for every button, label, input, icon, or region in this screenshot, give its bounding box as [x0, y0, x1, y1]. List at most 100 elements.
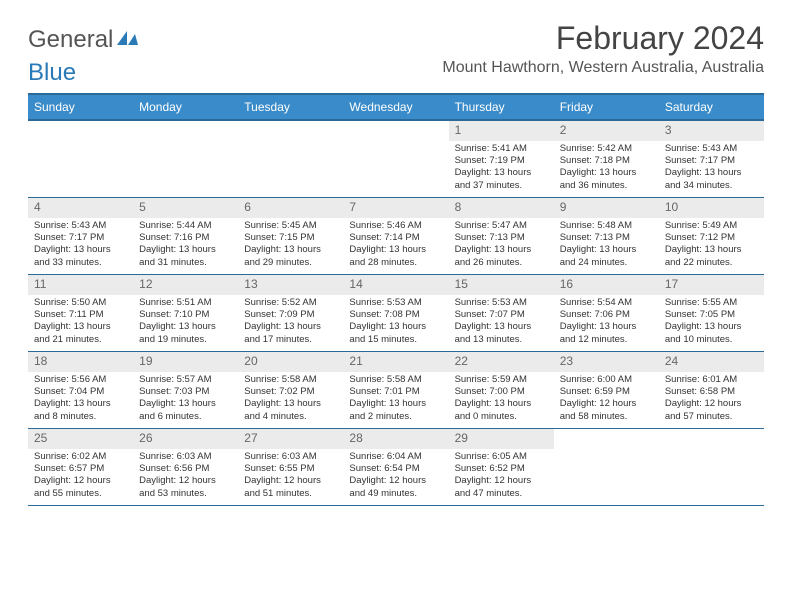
day-content: Sunrise: 5:50 AMSunset: 7:11 PMDaylight:…: [28, 295, 133, 350]
day-content: Sunrise: 5:41 AMSunset: 7:19 PMDaylight:…: [449, 141, 554, 196]
day-number: 15: [449, 275, 554, 295]
sunset-text: Sunset: 7:14 PM: [349, 232, 442, 244]
daylight-text: Daylight: 13 hours and 33 minutes.: [34, 244, 127, 269]
day-number: 28: [343, 429, 448, 449]
daylight-text: Daylight: 13 hours and 37 minutes.: [455, 167, 548, 192]
day-header: Sunday: [28, 95, 133, 119]
sunrise-text: Sunrise: 5:42 AM: [560, 143, 653, 155]
day-cell: 20Sunrise: 5:58 AMSunset: 7:02 PMDayligh…: [238, 352, 343, 428]
daylight-text: Daylight: 13 hours and 36 minutes.: [560, 167, 653, 192]
day-content: Sunrise: 5:42 AMSunset: 7:18 PMDaylight:…: [554, 141, 659, 196]
day-number: 11: [28, 275, 133, 295]
daylight-text: Daylight: 13 hours and 4 minutes.: [244, 398, 337, 423]
sunset-text: Sunset: 7:10 PM: [139, 309, 232, 321]
logo-text-1: General: [28, 26, 113, 54]
day-header: Thursday: [449, 95, 554, 119]
daylight-text: Daylight: 13 hours and 26 minutes.: [455, 244, 548, 269]
day-content: Sunrise: 5:53 AMSunset: 7:07 PMDaylight:…: [449, 295, 554, 350]
day-cell: 13Sunrise: 5:52 AMSunset: 7:09 PMDayligh…: [238, 275, 343, 351]
day-number: 8: [449, 198, 554, 218]
sunset-text: Sunset: 7:19 PM: [455, 155, 548, 167]
day-cell: 4Sunrise: 5:43 AMSunset: 7:17 PMDaylight…: [28, 198, 133, 274]
daylight-text: Daylight: 12 hours and 58 minutes.: [560, 398, 653, 423]
sunrise-text: Sunrise: 5:43 AM: [34, 220, 127, 232]
day-content: Sunrise: 5:54 AMSunset: 7:06 PMDaylight:…: [554, 295, 659, 350]
calendar: Sunday Monday Tuesday Wednesday Thursday…: [28, 93, 764, 506]
day-cell: 22Sunrise: 5:59 AMSunset: 7:00 PMDayligh…: [449, 352, 554, 428]
daylight-text: Daylight: 13 hours and 19 minutes.: [139, 321, 232, 346]
logo-icon: [117, 26, 139, 54]
day-header-row: Sunday Monday Tuesday Wednesday Thursday…: [28, 93, 764, 121]
day-number: 21: [343, 352, 448, 372]
day-cell: 8Sunrise: 5:47 AMSunset: 7:13 PMDaylight…: [449, 198, 554, 274]
day-number: 14: [343, 275, 448, 295]
day-cell: 14Sunrise: 5:53 AMSunset: 7:08 PMDayligh…: [343, 275, 448, 351]
sunset-text: Sunset: 6:56 PM: [139, 463, 232, 475]
sunset-text: Sunset: 6:54 PM: [349, 463, 442, 475]
sunrise-text: Sunrise: 5:51 AM: [139, 297, 232, 309]
day-number: 23: [554, 352, 659, 372]
day-content: Sunrise: 5:43 AMSunset: 7:17 PMDaylight:…: [28, 218, 133, 273]
daylight-text: Daylight: 13 hours and 24 minutes.: [560, 244, 653, 269]
daylight-text: Daylight: 12 hours and 57 minutes.: [665, 398, 758, 423]
sunrise-text: Sunrise: 6:03 AM: [139, 451, 232, 463]
day-cell: 18Sunrise: 5:56 AMSunset: 7:04 PMDayligh…: [28, 352, 133, 428]
day-content: Sunrise: 6:05 AMSunset: 6:52 PMDaylight:…: [449, 449, 554, 504]
sunset-text: Sunset: 7:15 PM: [244, 232, 337, 244]
day-number: 26: [133, 429, 238, 449]
sunrise-text: Sunrise: 5:50 AM: [34, 297, 127, 309]
day-content: Sunrise: 5:55 AMSunset: 7:05 PMDaylight:…: [659, 295, 764, 350]
daylight-text: Daylight: 13 hours and 31 minutes.: [139, 244, 232, 269]
sunrise-text: Sunrise: 6:00 AM: [560, 374, 653, 386]
day-number: 3: [659, 121, 764, 141]
day-header: Tuesday: [238, 95, 343, 119]
day-content: Sunrise: 5:57 AMSunset: 7:03 PMDaylight:…: [133, 372, 238, 427]
calendar-page: General February 2024 Mount Hawthorn, We…: [0, 0, 792, 526]
day-content: Sunrise: 5:48 AMSunset: 7:13 PMDaylight:…: [554, 218, 659, 273]
day-cell: [133, 121, 238, 197]
daylight-text: Daylight: 13 hours and 34 minutes.: [665, 167, 758, 192]
day-number: 19: [133, 352, 238, 372]
week-row: 1Sunrise: 5:41 AMSunset: 7:19 PMDaylight…: [28, 121, 764, 198]
daylight-text: Daylight: 13 hours and 13 minutes.: [455, 321, 548, 346]
sunrise-text: Sunrise: 5:54 AM: [560, 297, 653, 309]
daylight-text: Daylight: 13 hours and 0 minutes.: [455, 398, 548, 423]
day-cell: 7Sunrise: 5:46 AMSunset: 7:14 PMDaylight…: [343, 198, 448, 274]
sunrise-text: Sunrise: 5:48 AM: [560, 220, 653, 232]
daylight-text: Daylight: 13 hours and 8 minutes.: [34, 398, 127, 423]
sunrise-text: Sunrise: 5:58 AM: [244, 374, 337, 386]
day-number: 27: [238, 429, 343, 449]
day-cell: 6Sunrise: 5:45 AMSunset: 7:15 PMDaylight…: [238, 198, 343, 274]
month-title: February 2024: [442, 20, 764, 57]
day-cell: 9Sunrise: 5:48 AMSunset: 7:13 PMDaylight…: [554, 198, 659, 274]
daylight-text: Daylight: 12 hours and 47 minutes.: [455, 475, 548, 500]
day-content: Sunrise: 5:44 AMSunset: 7:16 PMDaylight:…: [133, 218, 238, 273]
sunset-text: Sunset: 7:04 PM: [34, 386, 127, 398]
day-cell: 23Sunrise: 6:00 AMSunset: 6:59 PMDayligh…: [554, 352, 659, 428]
day-cell: [554, 429, 659, 505]
sunrise-text: Sunrise: 5:53 AM: [349, 297, 442, 309]
day-cell: [343, 121, 448, 197]
sunset-text: Sunset: 6:58 PM: [665, 386, 758, 398]
sunrise-text: Sunrise: 5:55 AM: [665, 297, 758, 309]
day-cell: 11Sunrise: 5:50 AMSunset: 7:11 PMDayligh…: [28, 275, 133, 351]
daylight-text: Daylight: 13 hours and 28 minutes.: [349, 244, 442, 269]
day-header: Monday: [133, 95, 238, 119]
sunset-text: Sunset: 7:01 PM: [349, 386, 442, 398]
sunset-text: Sunset: 6:59 PM: [560, 386, 653, 398]
day-cell: 10Sunrise: 5:49 AMSunset: 7:12 PMDayligh…: [659, 198, 764, 274]
sunrise-text: Sunrise: 5:58 AM: [349, 374, 442, 386]
sunrise-text: Sunrise: 5:57 AM: [139, 374, 232, 386]
day-content: Sunrise: 6:03 AMSunset: 6:56 PMDaylight:…: [133, 449, 238, 504]
day-cell: 3Sunrise: 5:43 AMSunset: 7:17 PMDaylight…: [659, 121, 764, 197]
day-content: Sunrise: 6:00 AMSunset: 6:59 PMDaylight:…: [554, 372, 659, 427]
day-cell: 19Sunrise: 5:57 AMSunset: 7:03 PMDayligh…: [133, 352, 238, 428]
sunset-text: Sunset: 7:08 PM: [349, 309, 442, 321]
day-content: Sunrise: 5:49 AMSunset: 7:12 PMDaylight:…: [659, 218, 764, 273]
sunrise-text: Sunrise: 5:47 AM: [455, 220, 548, 232]
sunrise-text: Sunrise: 6:01 AM: [665, 374, 758, 386]
sunset-text: Sunset: 7:12 PM: [665, 232, 758, 244]
sunset-text: Sunset: 7:11 PM: [34, 309, 127, 321]
day-content: Sunrise: 6:04 AMSunset: 6:54 PMDaylight:…: [343, 449, 448, 504]
sunrise-text: Sunrise: 5:56 AM: [34, 374, 127, 386]
